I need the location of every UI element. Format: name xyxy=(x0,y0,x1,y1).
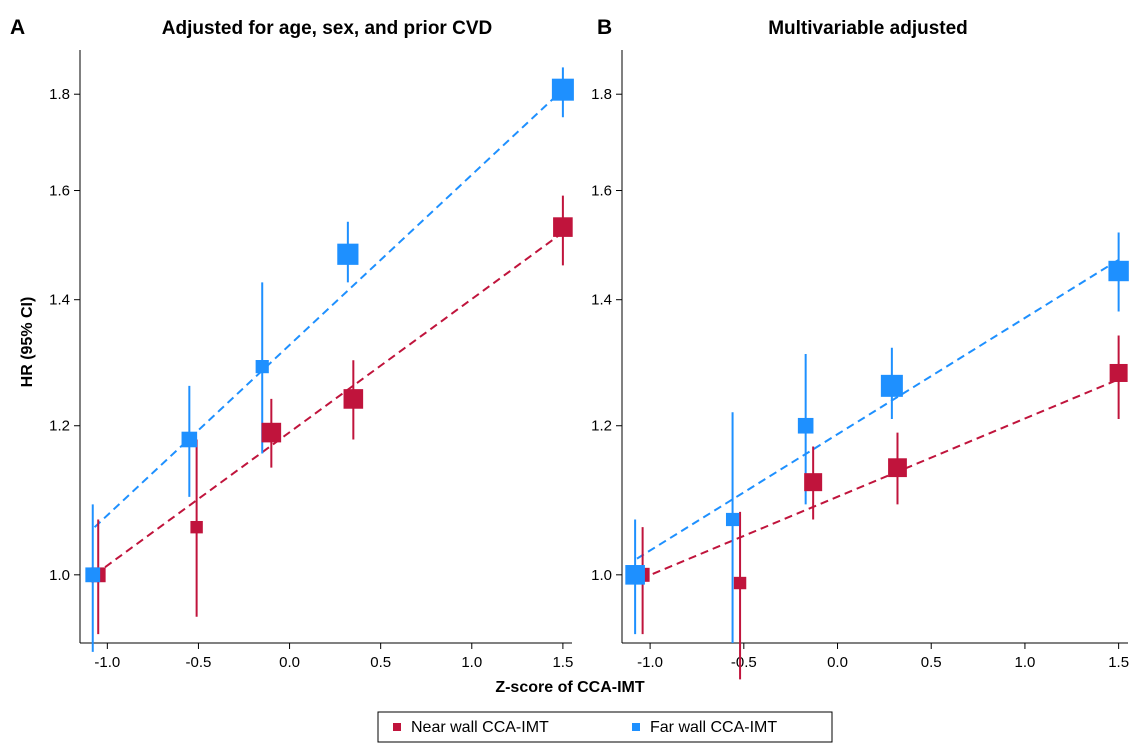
panel-b-near-wall-point xyxy=(733,576,747,590)
panel-a-near-wall-point xyxy=(261,422,282,443)
legend-marker-far-wall xyxy=(632,723,640,731)
panel-b-letter: B xyxy=(597,16,612,39)
panel-a-y-tick-label: 1.4 xyxy=(49,292,70,309)
panel-b-near-wall-point xyxy=(804,473,823,492)
panel-b-y-tick-label: 1.6 xyxy=(591,183,612,200)
y-axis-title: HR (95% CI) xyxy=(19,297,36,388)
panel-a-near-wall-point xyxy=(343,389,364,409)
panel-b-y-tick-label: 1.0 xyxy=(591,567,612,584)
panel-b-x-tick-label: -1.0 xyxy=(637,654,663,671)
panel-a-letter: A xyxy=(10,16,25,39)
panel-b-far-wall-fit-line xyxy=(636,258,1120,560)
panel-b-x-tick-label: 1.0 xyxy=(1014,654,1035,671)
panel-b-near-wall-point xyxy=(888,458,907,478)
panel-a-far-wall-point xyxy=(181,431,198,448)
panel-a-far-wall-point xyxy=(337,243,359,265)
panel-a-y-tick-label: 1.8 xyxy=(49,86,70,103)
panel-b-far-wall-point xyxy=(797,417,814,434)
panel-a-x-tick-label: 1.5 xyxy=(552,654,573,671)
legend-label-far-wall: Far wall CCA-IMT xyxy=(650,719,777,736)
panel-a-plot: 1.0 1.2 1.4 1.6 1.8 -1.0 -0.5 0.0 0.5 1.0 1.5 xyxy=(49,50,574,671)
panel-a-title: Adjusted for age, sex, and prior CVD xyxy=(162,18,492,39)
panel-b-y-tick-label: 1.2 xyxy=(591,418,612,435)
panel-a-near-wall-point xyxy=(190,520,203,534)
panel-b-far-wall-point xyxy=(880,374,903,397)
panel-b-plot: 1.0 1.2 1.4 1.6 1.8 -1.0 -0.5 0.0 0.5 1.0 1.5 xyxy=(591,50,1129,680)
panel-b-near-wall-fit-line xyxy=(640,378,1120,580)
panel-a-far-wall-point xyxy=(551,78,574,101)
panel-b-far-wall-point xyxy=(725,512,740,527)
panel-a-y-tick-label: 1.6 xyxy=(49,183,70,200)
panel-b-title: Multivariable adjusted xyxy=(768,18,968,39)
panel-a-x-tick-label: -1.0 xyxy=(94,654,120,671)
panel-a-y-tick-label: 1.0 xyxy=(49,567,70,584)
legend-marker-near-wall xyxy=(393,723,401,731)
panel-b-far-wall-point xyxy=(1108,260,1129,282)
panel-b-near-wall-point xyxy=(1109,363,1128,382)
x-axis-title: Z-score of CCA-IMT xyxy=(495,679,645,696)
legend-label-near-wall: Near wall CCA-IMT xyxy=(411,719,549,736)
panel-a-far-wall-point xyxy=(85,567,101,583)
panel-b-y-tick-label: 1.8 xyxy=(591,86,612,103)
panel-b-x-tick-label: -0.5 xyxy=(731,654,757,671)
panel-a-far-wall-fit-line xyxy=(93,88,564,528)
panel-a-y-tick-label: 1.2 xyxy=(49,418,70,435)
legend-box xyxy=(377,711,833,743)
legend: Near wall CCA-IMT Far wall CCA-IMT xyxy=(377,711,833,743)
panel-b-x-tick-label: 1.5 xyxy=(1108,654,1129,671)
panel-a-x-tick-label: 0.5 xyxy=(370,654,391,671)
panel-a-x-tick-label: 1.0 xyxy=(461,654,482,671)
panel-a-x-tick-label: 0.0 xyxy=(279,654,300,671)
panel-a-far-wall-point xyxy=(255,360,269,374)
panel-a-near-wall-point xyxy=(553,217,573,237)
panel-b-x-tick-label: 0.0 xyxy=(827,654,848,671)
panel-a-near-wall-fit-line xyxy=(93,231,564,576)
panel-a-x-tick-label: -0.5 xyxy=(186,654,212,671)
panel-b-far-wall-point xyxy=(625,565,645,585)
panel-b-x-tick-label: 0.5 xyxy=(921,654,942,671)
panel-b-y-tick-label: 1.4 xyxy=(591,292,612,309)
